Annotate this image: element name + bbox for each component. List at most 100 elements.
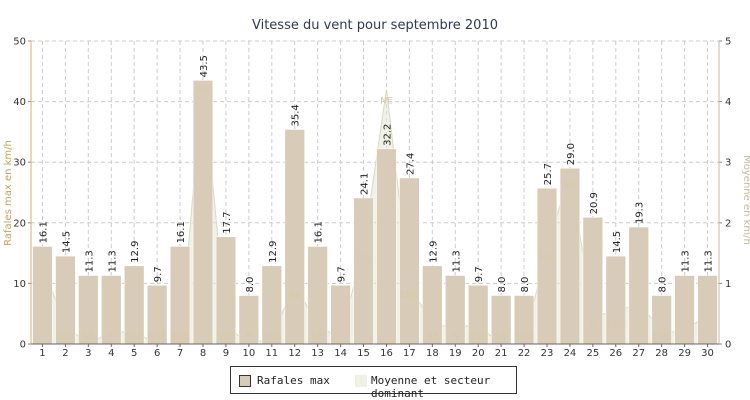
x-tick-label-9: 9 [223,348,229,359]
direction-label-day-10: E [246,332,252,342]
direction-label-day-11: ENE [263,332,281,342]
value-label-day-22: 8.0 [520,277,531,293]
direction-label-day-7: NNE [170,332,189,342]
value-label-day-7: 16.1 [176,221,187,243]
bar-rafales-day-29 [674,275,695,345]
y-tick-left-label: 0 [20,340,26,351]
value-label-day-16: 32.2 [382,124,393,146]
direction-label-day-18: NE [426,332,439,342]
legend-label-area: Moyenne et secteur dominant [371,374,491,400]
bar-rafales-day-1 [32,246,53,345]
legend-swatch-bars [239,375,251,387]
direction-label-day-16: NE [380,96,393,106]
value-label-day-28: 8.0 [658,277,669,293]
bar-rafales-day-27 [628,226,649,345]
y-tick-right-label: 1 [725,279,731,290]
x-tick-label-22: 22 [518,348,531,359]
x-tick-label-18: 18 [426,348,439,359]
direction-label-day-4: E [108,332,114,342]
value-label-day-3: 11.3 [84,250,95,272]
direction-label-day-23: NE [541,254,554,264]
bar-rafales-day-15 [353,197,374,345]
bar-rafales-day-30 [697,275,718,345]
x-tick-label-29: 29 [678,348,691,359]
value-label-day-30: 11.3 [704,250,715,272]
x-tick-label-16: 16 [380,348,393,359]
x-tick-label-2: 2 [62,348,68,359]
direction-label-day-19: S [452,332,458,342]
direction-labels: SSO SE E ENE NNE NNE NE SSO E ENE NE NE NE NE ENE NE S OS… [56,84,671,342]
value-label-day-6: 9.7 [153,266,164,282]
value-label-day-18: 12.9 [428,241,439,263]
direction-label-day-6: NNE [148,332,167,342]
value-label-day-15: 24.1 [360,173,371,195]
y-axis-right-label: Moyenne en km/h [741,155,750,245]
direction-label-day-20: OSO [468,332,488,342]
value-label-day-23: 25.7 [543,163,554,185]
value-label-day-29: 11.3 [681,250,692,272]
x-tick-label-20: 20 [472,348,485,359]
x-tick-label-28: 28 [655,348,668,359]
x-tick-label-19: 19 [449,348,462,359]
y-tick-right-label: 4 [725,97,731,108]
direction-label-day-13: NE [311,332,324,342]
chart-title: Vitesse du vent pour septembre 2010 [252,18,498,33]
direction-label-day-28: ENE [653,332,671,342]
direction-label-day-9: SSO [217,332,236,342]
value-label-day-12: 35.4 [291,104,302,126]
value-label-day-21: 8.0 [497,277,508,293]
x-tick-label-17: 17 [403,348,416,359]
value-label-day-9: 17.7 [222,211,233,233]
y-tick-left-label: 50 [13,37,26,48]
direction-label-day-2: SSO [56,332,75,342]
bar-rafales-day-24 [559,168,581,345]
x-tick-label-1: 1 [39,348,45,359]
x-tick-label-7: 7 [177,348,183,359]
x-tick-label-12: 12 [288,348,301,359]
x-tick-label-10: 10 [242,348,255,359]
value-label-day-11: 12.9 [268,241,279,263]
value-label-day-1: 16.1 [38,221,49,243]
direction-label-day-12: NE [289,290,302,300]
bar-rafales-day-7 [169,246,191,345]
bar-rafales-day-2 [55,255,76,345]
value-label-day-20: 9.7 [474,266,485,282]
legend-swatch-area [355,375,367,387]
value-label-day-10: 8.0 [245,277,256,293]
bar-rafales-day-26 [605,255,626,345]
x-tick-label-24: 24 [564,348,577,359]
x-tick-label-15: 15 [357,348,370,359]
value-label-day-14: 9.7 [337,266,348,282]
direction-label-day-5: ENE [125,332,143,342]
y-axis-left-label: Rafales max en km/h [3,140,14,246]
y-tick-right-label: 2 [725,218,731,229]
x-tick-label-30: 30 [701,348,714,359]
x-tick-label-27: 27 [632,348,645,359]
y-tick-right-label: 3 [725,158,731,169]
bar-rafales-day-8 [192,80,214,345]
x-tick-label-4: 4 [108,348,114,359]
y-tick-right-label: 5 [725,37,731,48]
direction-label-day-3: SE [83,332,95,342]
direction-label-day-17: ENE [400,290,418,300]
x-tick-label-21: 21 [495,348,508,359]
value-label-day-19: 11.3 [451,250,462,272]
legend-label-bars: Rafales max [257,374,330,387]
direction-label-day-22: SSO [515,332,534,342]
direction-label-day-21: NE [495,332,508,342]
x-tick-label-6: 6 [154,348,160,359]
value-label-day-2: 14.5 [61,231,72,253]
value-label-day-26: 14.5 [612,231,623,253]
legend: Rafales max Moyenne et secteur dominant [230,366,517,400]
value-label-day-17: 27.4 [405,153,416,175]
value-label-day-5: 12.9 [130,241,141,263]
bar-rafales-day-23 [536,188,558,345]
y-tick-left-label: 20 [13,218,26,229]
direction-label-day-24: NE [564,181,577,191]
x-tick-label-14: 14 [334,348,347,359]
value-label-day-4: 11.3 [107,250,118,272]
y-tick-left-label: 30 [13,158,26,169]
x-tick-label-3: 3 [85,348,91,359]
x-tick-label-23: 23 [541,348,554,359]
